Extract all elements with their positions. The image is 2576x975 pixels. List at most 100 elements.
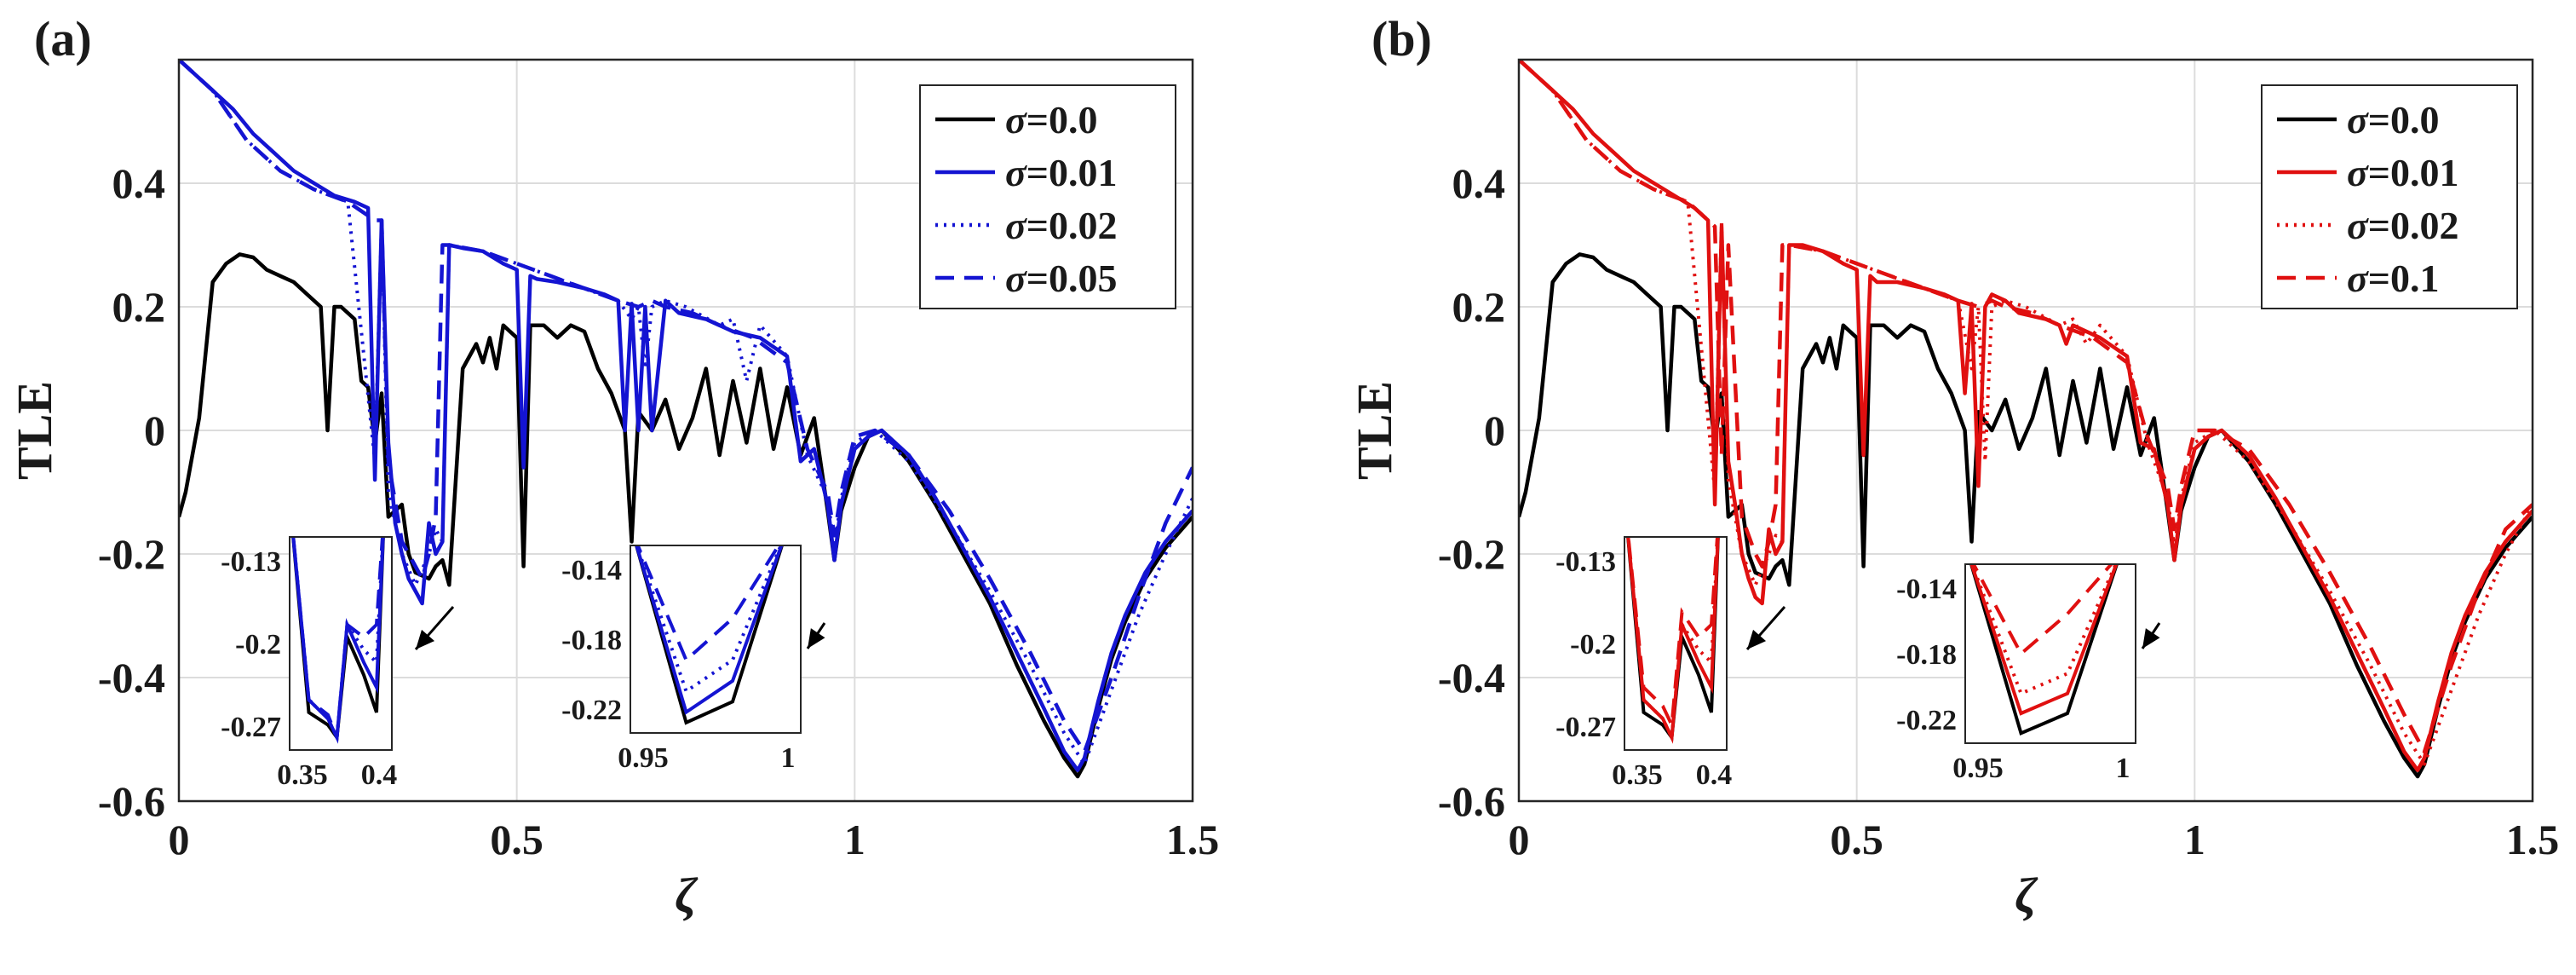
inset-series-line-3 [291,537,385,739]
plot-frame [1517,58,2534,803]
legend-sigma: σ [1005,98,1027,141]
annotation-arrow [806,622,826,649]
inset-x-tick-label: 0.95 [618,742,669,774]
x-tick-label: 0.5 [490,816,543,863]
legend-label-3: σ=0.05 [1005,257,1118,300]
x-tick-label: 1.5 [1166,816,1220,863]
legend-sigma: σ [2347,257,2369,300]
y-tick-label: 0.4 [112,159,166,207]
arrow-head [808,628,825,649]
series-line-0 [179,252,1193,779]
inset-y-tick-label: -0.27 [1555,712,1616,743]
x-tick-label: 1 [844,816,865,863]
legend-sigma: σ [2347,98,2369,141]
inset-0: -0.13 -0.2 -0.27 0.35 0.4 [221,536,397,791]
series-line-0 [1519,252,2533,779]
y-axis-label: TLE [7,381,62,480]
x-tick-label: 0 [1509,816,1530,863]
y-tick-label: 0.4 [1452,159,1506,207]
legend-value: =0.0 [2368,98,2440,141]
inset-frame [1964,563,2136,744]
inset-frame [289,536,393,751]
inset-series-line-0 [1969,564,2119,736]
x-axis-label: ζ [2015,868,2038,923]
y-tick-label: 0.2 [1452,283,1506,331]
annotation-arrow [1745,606,1786,650]
legend-value: =0.05 [1026,257,1118,300]
legend-sigma: σ [1005,257,1027,300]
inset-1: -0.14 -0.18 -0.22 0.95 1 [1896,563,2136,784]
legend-value: =0.01 [2368,151,2459,194]
panel-label: (b) [1371,11,1432,66]
plot-frame [177,58,1194,803]
series-line-2 [179,60,1193,766]
legend-sigma: σ [1005,151,1027,194]
inset-0: -0.13 -0.2 -0.27 0.35 0.4 [1555,536,1733,791]
inset-y-tick-label: -0.27 [221,712,281,743]
legend-label-1: σ=0.01 [1005,151,1118,194]
arrow-head [1747,629,1767,649]
x-tick-label: 1 [2184,816,2205,863]
annotation-arrow [2141,622,2161,649]
inset-y-tick-label: -0.2 [235,629,281,661]
legend-sigma: σ [2347,204,2369,247]
series-line-1 [1519,60,2533,772]
legend-label-0: σ=0.0 [2347,98,2440,141]
inset-x-tick-label: 0.35 [1612,759,1663,791]
inset-y-tick-label: -0.22 [1896,705,1957,736]
annotation-arrow [414,606,455,650]
series-line-3 [179,60,1193,754]
legend-box [919,84,1176,309]
legend-label-2: σ=0.02 [1005,204,1118,247]
y-tick-label: -0.6 [1438,777,1505,825]
y-tick-label: 0 [144,407,165,454]
inset-series-line-1 [1969,564,2119,716]
inset-series-line-3 [1971,564,2114,657]
inset-y-tick-label: -0.18 [561,625,622,656]
x-axis-label: ζ [675,868,699,923]
legend-label-1: σ=0.01 [2347,151,2459,194]
y-tick-label: -0.4 [1438,654,1505,701]
inset-1: -0.14 -0.18 -0.22 0.95 1 [561,545,802,774]
inset-series-line-3 [1626,537,1720,732]
inset-y-tick-label: -0.18 [1896,639,1957,671]
inset-x-tick-label: 1 [781,742,796,774]
legend-value: =0.02 [2368,204,2459,247]
x-tick-label: 0 [169,816,190,863]
legend-value: =0.1 [2368,257,2440,300]
inset-frame [630,545,802,734]
inset-y-tick-label: -0.13 [1555,546,1616,578]
y-tick-label: -0.2 [1438,530,1505,578]
legend-label-0: σ=0.0 [1005,98,1098,141]
series-line-3 [1519,60,2533,754]
legend-box [2261,84,2518,309]
inset-x-tick-label: 0.4 [1696,759,1733,791]
legend-sigma: σ [1005,204,1027,247]
y-tick-label: -0.6 [98,777,165,825]
inset-background [630,545,801,733]
x-tick-label: 1.5 [2506,816,2560,863]
inset-y-tick-label: -0.14 [1896,574,1957,605]
legend-label-3: σ=0.1 [2347,257,2440,300]
legend-sigma: σ [2347,151,2369,194]
y-axis-label: TLE [1347,381,1402,480]
x-tick-label: 0.5 [1830,816,1883,863]
arrow-head [416,629,435,649]
legend-value: =0.01 [1026,151,1118,194]
inset-x-tick-label: 0.35 [277,759,328,791]
inset-y-tick-label: -0.22 [561,695,622,726]
inset-background [1965,564,2136,743]
inset-series-line-2 [1969,564,2118,696]
y-tick-label: -0.4 [98,654,165,701]
inset-y-tick-label: -0.13 [221,546,281,578]
inset-x-tick-label: 1 [2116,753,2130,784]
y-tick-label: 0 [1484,407,1505,454]
legend-label-2: σ=0.02 [2347,204,2459,247]
inset-series-line-3 [635,545,781,663]
y-tick-label: 0.2 [112,283,166,331]
inset-series-line-1 [635,545,784,715]
inset-y-tick-label: -0.2 [1570,629,1616,661]
arrow-head [2142,628,2160,649]
inset-y-tick-label: -0.14 [561,555,622,586]
